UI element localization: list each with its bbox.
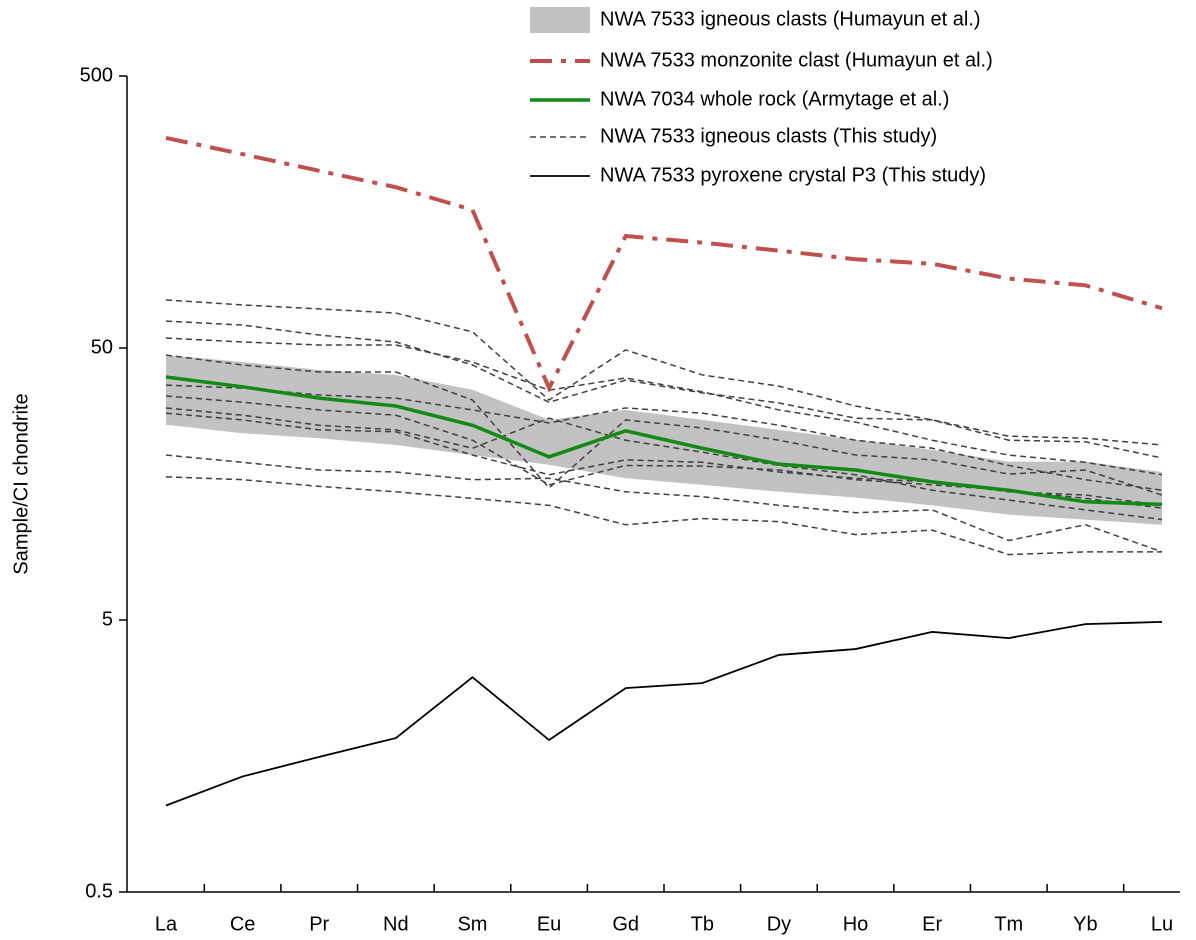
clast-line bbox=[165, 337, 1163, 476]
series-line bbox=[165, 621, 1163, 807]
clast-line bbox=[165, 476, 1162, 556]
x-tick-label: Dy bbox=[767, 913, 791, 935]
clast-line bbox=[165, 407, 1163, 521]
legend-label: NWA 7533 monzonite clast (Humayun et al.… bbox=[600, 49, 993, 71]
legend-label: NWA 7034 whole rock (Armytage et al.) bbox=[600, 88, 949, 110]
x-tick-label: Pr bbox=[309, 913, 329, 935]
x-tick-label: Yb bbox=[1073, 913, 1097, 935]
legend-swatch bbox=[530, 7, 590, 33]
x-tick-label: Tb bbox=[691, 913, 714, 935]
clast-line bbox=[165, 320, 1163, 459]
clast-line bbox=[165, 299, 1163, 446]
series-line bbox=[165, 375, 1163, 507]
x-tick-label: Ce bbox=[230, 913, 256, 935]
clast-line bbox=[165, 454, 1163, 553]
series-line bbox=[165, 135, 1163, 393]
x-tick-label: Gd bbox=[612, 913, 639, 935]
x-tick-label: Sm bbox=[457, 913, 487, 935]
legend-label: NWA 7533 igneous clasts (Humayun et al.) bbox=[600, 8, 981, 30]
y-tick-label: 50 bbox=[91, 336, 113, 358]
x-tick-label: Ho bbox=[843, 913, 869, 935]
legend-label: NWA 7533 igneous clasts (This study) bbox=[600, 125, 937, 147]
x-tick-label: Nd bbox=[383, 913, 409, 935]
clast-line bbox=[165, 354, 1163, 496]
legend-label: NWA 7533 pyroxene crystal P3 (This study… bbox=[600, 164, 986, 186]
x-tick-label: Er bbox=[922, 913, 942, 935]
y-tick-label: 5 bbox=[102, 608, 113, 630]
x-tick-label: Lu bbox=[1151, 913, 1173, 935]
y-tick-label: 0.5 bbox=[85, 880, 113, 902]
x-tick-label: Tm bbox=[994, 913, 1023, 935]
y-axis-label: Sample/CI chondrite bbox=[10, 393, 32, 574]
y-tick-label: 500 bbox=[80, 64, 113, 86]
x-tick-label: La bbox=[155, 913, 178, 935]
x-tick-label: Eu bbox=[537, 913, 561, 935]
clast-line bbox=[165, 384, 1163, 491]
